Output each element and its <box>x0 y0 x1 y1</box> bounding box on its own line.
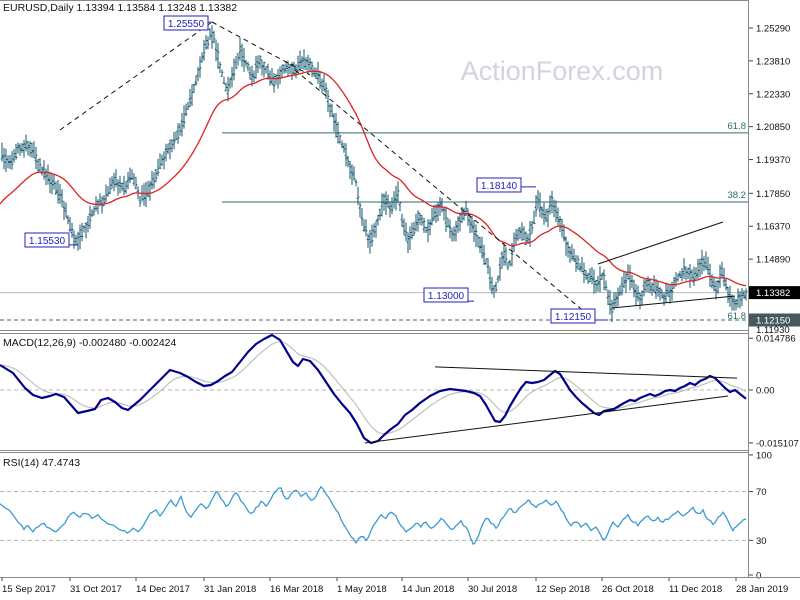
price-axis-label: 1.16370 <box>756 222 790 233</box>
dashed-trendline <box>211 21 311 76</box>
callout-label: 1.18140 <box>481 181 518 192</box>
macd-trendline <box>364 395 729 444</box>
price-axis-label: 1.17850 <box>756 189 790 200</box>
rsi-axis-label: 30 <box>756 536 767 547</box>
current-price-tag <box>749 286 800 300</box>
date-label: 16 Mar 2018 <box>270 584 323 595</box>
price-axis-label: 1.20850 <box>756 122 790 133</box>
price-axis-label: 1.14890 <box>756 255 790 266</box>
macd-trendline <box>434 366 738 379</box>
price-axis-label: 1.23810 <box>756 56 790 67</box>
date-label: 15 Sep 2017 <box>2 584 56 595</box>
callout-box <box>550 308 596 324</box>
date-label: 14 Dec 2017 <box>136 584 190 595</box>
callout-box <box>476 177 522 193</box>
macd-signal-line <box>0 341 747 435</box>
price-axis-label: 1.22330 <box>756 89 790 100</box>
price-axis-label: 1.19370 <box>756 155 790 166</box>
solid-trendline <box>611 295 736 309</box>
dashed-trendline <box>294 69 593 319</box>
date-label: 31 Jan 2018 <box>204 584 256 595</box>
date-label: 28 Jan 2019 <box>736 584 788 595</box>
date-label: 1 May 2018 <box>337 584 387 595</box>
date-label: 31 Oct 2017 <box>70 584 122 595</box>
date-label: 26 Oct 2018 <box>602 584 654 595</box>
fib-label: 61.8 <box>728 311 747 322</box>
date-label: 11 Dec 2018 <box>669 584 722 595</box>
callout-label: 1.12150 <box>555 312 592 323</box>
level-price-tag-label: 1.12150 <box>756 316 790 327</box>
macd-header: MACD(12,26,9) -0.002480 -0.002424 <box>3 337 177 349</box>
rsi-axis-label: 100 <box>756 450 772 461</box>
callout-label: 1.15530 <box>29 236 66 247</box>
fib-label: 61.8 <box>728 121 747 132</box>
rsi-line <box>0 485 747 545</box>
macd-line <box>0 333 747 445</box>
level-price-tag <box>749 313 800 327</box>
callout-label: 1.13000 <box>428 291 465 302</box>
rsi-header: RSI(14) 47.4743 <box>3 457 80 469</box>
chart-title: EURUSD,Daily 1.13394 1.13584 1.13248 1.1… <box>3 2 237 14</box>
rsi-axis-label: 0 <box>756 571 761 582</box>
callout-box <box>423 287 469 303</box>
price-axis-label: 1.25290 <box>756 24 790 35</box>
dashed-trendline <box>59 21 213 131</box>
moving-average-line <box>0 70 747 287</box>
callout-box <box>163 15 209 31</box>
macd-axis-label: -0.015107 <box>756 438 799 449</box>
date-label: 30 Jul 2018 <box>468 584 517 595</box>
date-label: 14 Jun 2018 <box>402 584 454 595</box>
edge-price-label: 1.11930 <box>756 325 790 336</box>
date-label: 12 Sep 2018 <box>536 584 590 595</box>
current-price-tag-label: 1.13382 <box>756 288 790 299</box>
callout-box <box>24 232 70 248</box>
rsi-axis-label: 70 <box>756 487 767 498</box>
solid-trendline <box>597 221 724 265</box>
macd-axis-label: 0.014786 <box>756 334 796 345</box>
watermark: ActionForex.com <box>461 56 664 86</box>
callout-label: 1.25550 <box>168 19 205 30</box>
price-bars <box>0 25 748 322</box>
fib-label: 38.2 <box>728 190 747 201</box>
macd-axis-label: 0.00 <box>756 386 775 397</box>
